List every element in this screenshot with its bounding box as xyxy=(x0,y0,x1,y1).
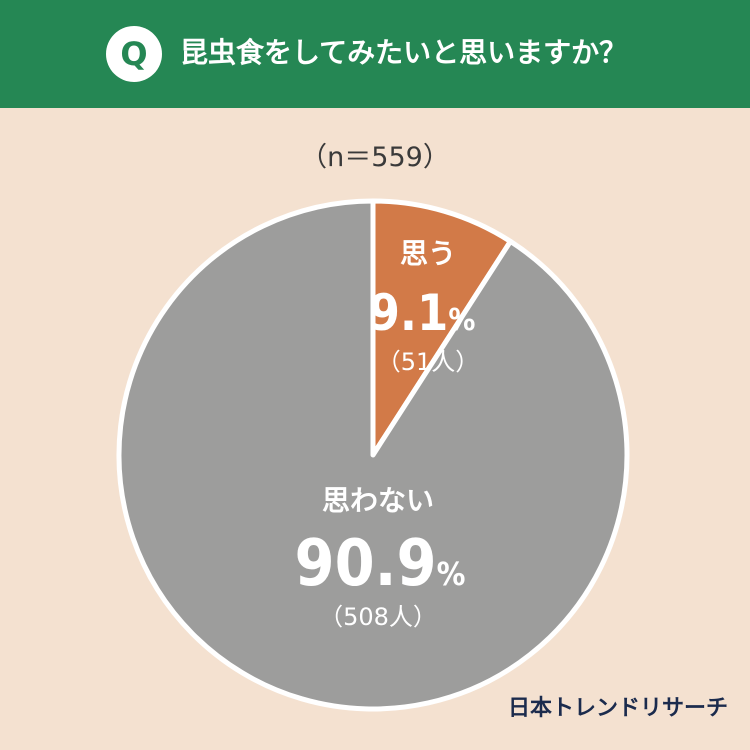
slice-percent: 90.9% xyxy=(295,527,466,601)
slice-percent: 9.1% xyxy=(369,284,476,342)
question-header: Q 昆虫食をしてみたいと思いますか？ xyxy=(0,0,750,108)
pie-slice-1 xyxy=(116,198,630,712)
slice-label-group-1: 思わない 90.9%（508人） xyxy=(295,484,466,631)
slice-count: （51人） xyxy=(377,348,480,376)
slice-label-group-0: 思う 9.1% （51人） xyxy=(369,237,480,376)
slice-count: （508人） xyxy=(319,603,437,631)
question-text: 昆虫食をしてみたいと思いますか？ xyxy=(180,36,628,69)
question-badge-icon: Q xyxy=(106,26,162,82)
slice-label: 思わない xyxy=(322,484,434,517)
pie-slice-0 xyxy=(370,198,513,458)
slice-label: 思う xyxy=(400,237,456,270)
sample-size: （n＝559） xyxy=(300,142,450,173)
brand-logo: 日本トレンドリサーチ xyxy=(507,696,728,721)
